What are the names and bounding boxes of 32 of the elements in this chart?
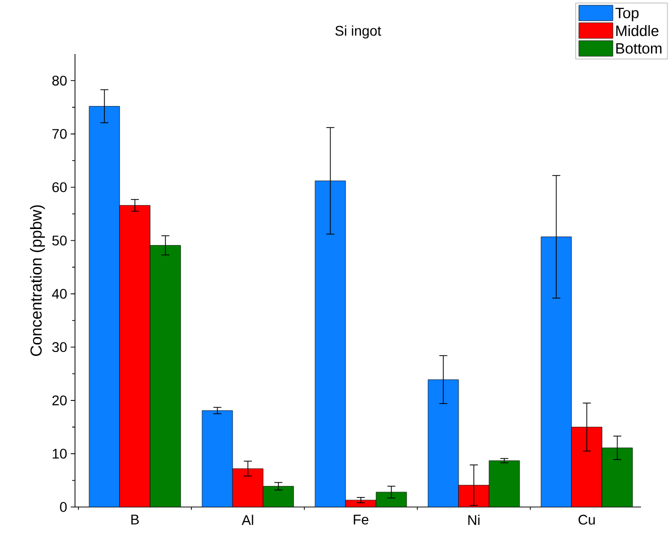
y-tick-label: 50	[52, 236, 67, 246]
bar	[262, 486, 294, 507]
bar	[232, 468, 264, 507]
x-tick-label: B	[131, 514, 139, 524]
legend-label: Middle	[616, 25, 658, 36]
bar	[488, 460, 520, 507]
bar	[119, 205, 150, 507]
bar	[150, 245, 181, 507]
y-tick-label: 30	[52, 342, 67, 352]
bar	[376, 492, 407, 507]
y-tick-label: 0	[60, 502, 67, 512]
bar	[571, 426, 602, 507]
y-tick-label: 10	[52, 448, 67, 459]
x-tick-label: Fe	[354, 514, 368, 525]
bar	[202, 410, 233, 507]
y-tick-label: 70	[52, 128, 67, 139]
bar	[602, 448, 633, 507]
bar	[88, 106, 120, 507]
bar	[314, 180, 346, 507]
y-tick-label: 20	[52, 395, 67, 406]
legend-label: Top	[615, 8, 639, 22]
y-tick-label: 60	[52, 182, 67, 192]
x-tick-label: Al	[242, 514, 254, 525]
x-tick-label: Cu	[578, 514, 595, 525]
bar	[428, 379, 459, 507]
y-tick-label: 40	[52, 288, 67, 299]
x-tick-label: Ni	[468, 514, 480, 525]
bar	[540, 236, 572, 507]
y-tick-label: 80	[52, 76, 67, 86]
y-axis-title: Concentration (ppbw)	[30, 205, 45, 356]
chart-title: Si ingot	[335, 26, 382, 39]
legend-label: Bottom	[616, 43, 662, 54]
